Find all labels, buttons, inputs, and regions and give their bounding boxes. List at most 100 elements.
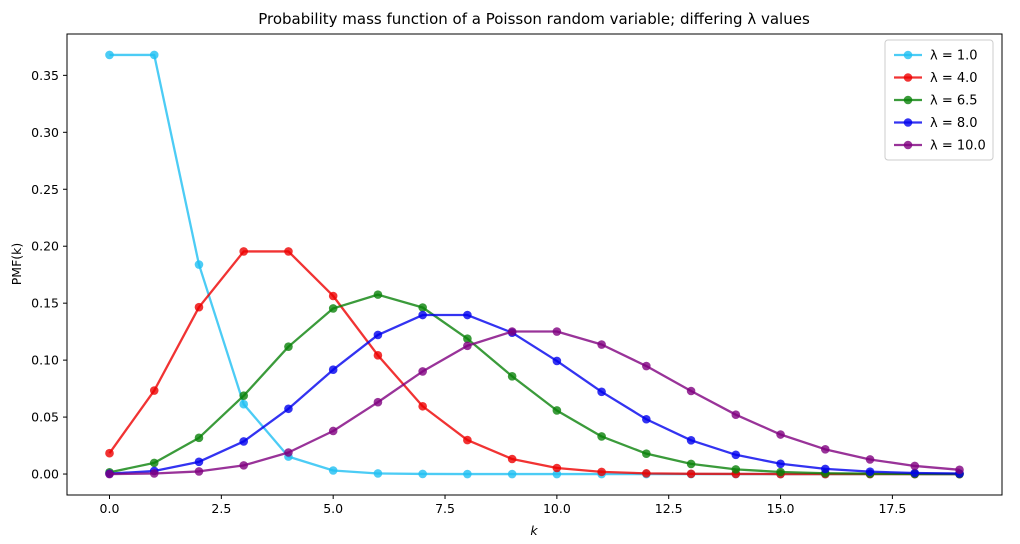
- y-axis-label: PMF(k): [9, 243, 24, 286]
- legend: λ = 1.0 λ = 4.0 λ = 6.5 λ = 8.0 λ = 10.0: [884, 39, 994, 161]
- data-point: [149, 469, 159, 478]
- data-point: [865, 455, 875, 464]
- data-point: [910, 468, 920, 478]
- data-point: [284, 404, 293, 414]
- data-point: [239, 391, 249, 400]
- legend-label: λ = 4.0: [930, 71, 978, 86]
- x-tick-label: 17.5: [878, 501, 906, 516]
- data-point: [776, 467, 785, 477]
- y-tick-label: 0.20: [31, 239, 59, 254]
- data-point: [865, 467, 875, 476]
- y-tick-label: 0.10: [31, 353, 59, 368]
- legend-entry: λ = 8.0: [894, 116, 978, 131]
- data-point: [507, 469, 517, 479]
- data-point: [328, 466, 338, 475]
- data-point: [642, 449, 651, 458]
- data-point: [328, 365, 338, 374]
- data-point: [194, 260, 204, 269]
- data-point: [284, 448, 293, 457]
- data-point: [373, 469, 383, 478]
- x-tick-label: 10.0: [543, 501, 571, 516]
- legend-label: λ = 6.5: [930, 94, 978, 109]
- data-point: [149, 386, 159, 395]
- series-5: [105, 327, 964, 479]
- series-3: [105, 290, 964, 479]
- data-point: [776, 430, 785, 439]
- legend-label: λ = 10.0: [930, 139, 986, 154]
- data-point: [776, 459, 785, 469]
- data-point: [194, 467, 204, 476]
- data-point: [373, 330, 383, 340]
- data-point: [284, 247, 293, 256]
- legend-entry: λ = 6.5: [894, 94, 978, 109]
- legend-box: [884, 39, 994, 161]
- y-tick-label: 0.00: [31, 467, 59, 482]
- x-axis-label: k: [530, 523, 538, 538]
- series-line: [109, 293, 960, 476]
- data-point: [642, 361, 651, 371]
- x-tick-label: 15.0: [767, 501, 795, 516]
- plot-frame: [66, 33, 1003, 496]
- data-point: [105, 50, 114, 60]
- y-tick-label: 0.25: [31, 182, 59, 197]
- data-point: [820, 445, 830, 454]
- x-axis: 0.0 2.5 5.0 7.5 10.0 12.5 15.0 17.5: [100, 495, 906, 516]
- y-tick-label: 0.05: [31, 410, 59, 425]
- data-point: [418, 310, 427, 320]
- data-point: [552, 463, 562, 473]
- series-line: [109, 330, 960, 476]
- data-point: [105, 469, 114, 479]
- data-point: [955, 465, 964, 475]
- data-point: [731, 450, 741, 460]
- data-point: [686, 386, 696, 396]
- data-point: [418, 401, 427, 411]
- data-point: [284, 342, 293, 351]
- data-point: [149, 458, 159, 468]
- data-point: [507, 327, 517, 336]
- data-point: [194, 433, 204, 443]
- legend-marker: [903, 95, 913, 105]
- data-point: [194, 302, 204, 312]
- data-point: [418, 469, 427, 479]
- data-point: [642, 414, 651, 424]
- data-point: [239, 399, 249, 409]
- series-group: [105, 50, 964, 479]
- series-4: [105, 310, 964, 478]
- series-line: [109, 53, 960, 476]
- series-line: [109, 313, 960, 475]
- data-point: [686, 459, 696, 469]
- data-point: [463, 435, 472, 445]
- y-tick-label: 0.15: [31, 296, 59, 311]
- data-point: [418, 367, 427, 376]
- data-point: [910, 461, 920, 471]
- data-point: [597, 387, 606, 397]
- data-point: [105, 448, 114, 458]
- data-point: [552, 327, 562, 336]
- data-point: [731, 465, 741, 474]
- data-point: [552, 356, 562, 366]
- x-tick-label: 5.0: [323, 501, 343, 516]
- data-point: [463, 310, 472, 320]
- data-point: [642, 469, 651, 478]
- legend-marker: [903, 73, 913, 82]
- data-point: [239, 461, 249, 470]
- data-point: [239, 247, 249, 256]
- chart-title: Probability mass function of a Poisson r…: [258, 10, 810, 28]
- y-axis: 0.00 0.05 0.10 0.15 0.20 0.25 0.30 0.35: [31, 68, 67, 482]
- data-point: [328, 304, 338, 313]
- legend-entry: λ = 10.0: [894, 139, 986, 154]
- x-tick-label: 12.5: [655, 501, 683, 516]
- data-point: [194, 457, 204, 467]
- x-tick-label: 0.0: [100, 501, 120, 516]
- data-point: [597, 467, 606, 477]
- x-tick-label: 7.5: [435, 501, 455, 516]
- legend-marker: [903, 118, 913, 127]
- data-point: [373, 290, 383, 299]
- legend-marker: [903, 140, 913, 150]
- data-point: [149, 50, 159, 60]
- legend-label: λ = 1.0: [930, 49, 978, 64]
- data-point: [463, 469, 472, 479]
- legend-entry: λ = 1.0: [894, 49, 978, 64]
- data-point: [373, 397, 383, 407]
